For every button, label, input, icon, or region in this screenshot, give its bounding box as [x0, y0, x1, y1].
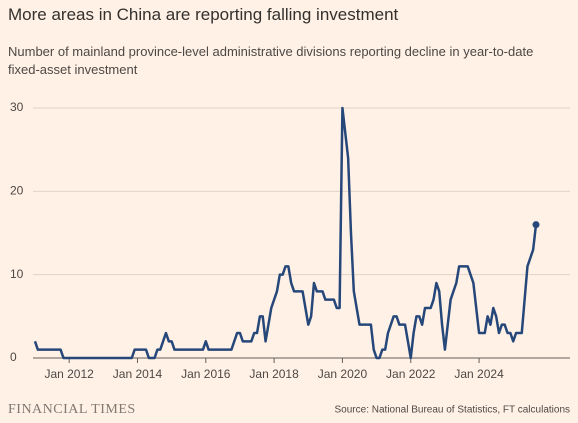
line	[33, 106, 538, 360]
x-tick-label: Jan 2012	[44, 367, 94, 381]
x-tick-label: Jan 2016	[181, 367, 231, 381]
x-tick-label: Jan 2022	[386, 367, 436, 381]
y-tick-label: 10	[10, 267, 24, 281]
x-tick-label: Jan 2024	[454, 367, 504, 381]
y-tick-label: 20	[10, 184, 24, 198]
brand: FINANCIAL TIMES	[8, 402, 136, 417]
chart-title: More areas in China are reporting fallin…	[8, 5, 399, 24]
x-tick-label: Jan 2020	[318, 367, 368, 381]
source: Source: National Bureau of Statistics, F…	[335, 405, 570, 416]
x-tick-label: Jan 2018	[249, 367, 299, 381]
y-tick-label: 0	[10, 350, 17, 364]
x-tick-label: Jan 2014	[113, 367, 163, 381]
y-tick-label: 30	[10, 100, 24, 114]
chart-subtitle: Number of mainland province-level admini…	[8, 44, 534, 77]
end-dot	[532, 221, 540, 229]
